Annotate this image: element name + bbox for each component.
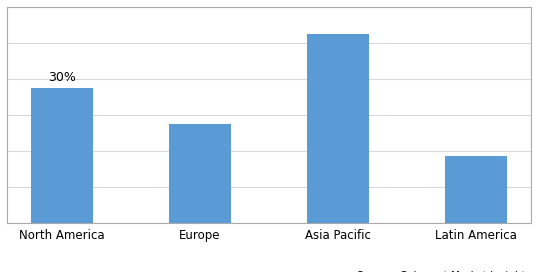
- Text: Source: Coherent Market Insights: Source: Coherent Market Insights: [357, 271, 531, 272]
- Text: 30%: 30%: [48, 71, 76, 84]
- Bar: [307, 34, 369, 223]
- Bar: [169, 124, 231, 223]
- Bar: [31, 88, 93, 223]
- Bar: [445, 156, 507, 223]
